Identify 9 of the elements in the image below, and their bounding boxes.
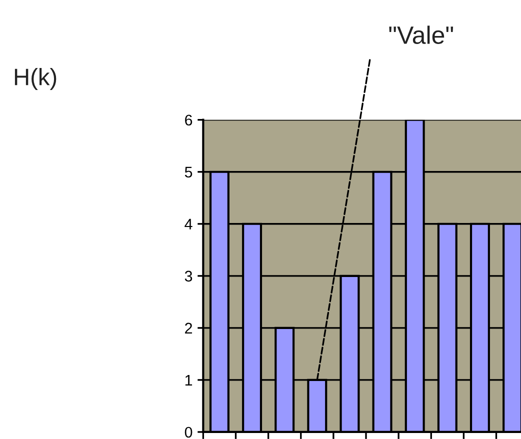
y-tick-label: 4 (184, 218, 192, 230)
y-tick-label: 3 (184, 270, 192, 282)
y-tick-label: 1 (185, 374, 192, 386)
y-tick-label: 2 (185, 322, 192, 334)
y-tick-label: 5 (184, 166, 192, 178)
text: "Vale" (389, 26, 454, 44)
text: H(k) (14, 68, 56, 90)
y-tick-label: 6 (185, 114, 192, 126)
y-tick-label: 0 (184, 426, 192, 438)
